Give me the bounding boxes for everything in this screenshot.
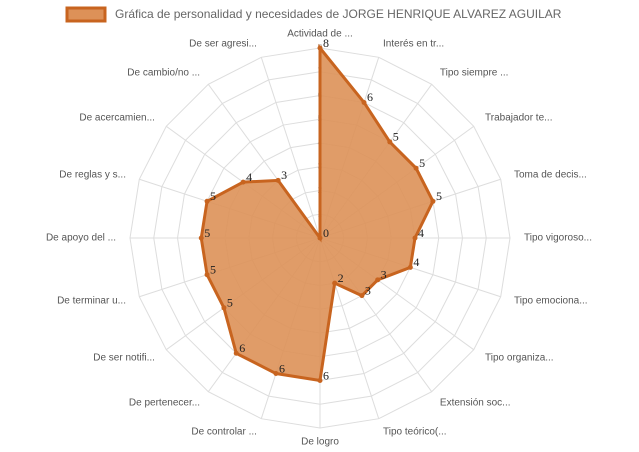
point xyxy=(387,139,393,145)
value-label: 5 xyxy=(419,156,425,170)
point xyxy=(240,179,246,185)
value-label: 5 xyxy=(436,189,442,203)
point xyxy=(204,272,210,278)
axis-label: Actividad de ... xyxy=(287,29,353,40)
point xyxy=(413,165,419,171)
value-label: 6 xyxy=(323,368,329,382)
value-label: 5 xyxy=(204,226,210,240)
point xyxy=(317,45,323,51)
value-label: 5 xyxy=(210,262,216,276)
axis-label: De pertenecer... xyxy=(129,398,200,409)
axis-label: De terminar u... xyxy=(57,296,126,307)
point xyxy=(412,235,418,241)
point xyxy=(233,350,239,356)
value-label: 3 xyxy=(281,168,287,182)
point xyxy=(332,280,338,286)
legend-swatch xyxy=(65,6,107,23)
point xyxy=(361,99,367,105)
value-label: 0 xyxy=(323,226,329,240)
value-label: 5 xyxy=(210,189,216,203)
legend-label: Gráfica de personalidad y necesidades de… xyxy=(115,7,562,21)
axis-label: De ser notifi... xyxy=(93,353,155,364)
axis-label: Tipo emociona... xyxy=(514,296,588,307)
value-label: 3 xyxy=(381,268,387,282)
point xyxy=(204,198,210,204)
spoke xyxy=(260,57,321,239)
value-label: 4 xyxy=(418,226,424,240)
axis-label: De acercamien... xyxy=(79,113,155,124)
point xyxy=(407,264,413,270)
axis-label: Tipo teórico(... xyxy=(383,427,447,438)
point xyxy=(221,305,227,311)
point xyxy=(317,235,323,241)
point xyxy=(273,371,279,377)
value-label: 3 xyxy=(365,283,371,297)
axis-label: De cambio/no ... xyxy=(127,68,200,79)
point xyxy=(375,277,381,283)
axis-label: Trabajador te... xyxy=(485,113,552,124)
axis-label: Toma de decis... xyxy=(514,170,587,181)
point xyxy=(275,177,281,183)
axis-label: Tipo vigoroso... xyxy=(524,233,592,244)
value-label: 6 xyxy=(367,90,373,104)
point xyxy=(198,235,204,241)
value-label: 4 xyxy=(413,255,419,269)
axis-label: De ser agresi... xyxy=(189,39,257,50)
axis-label: Interés en tr... xyxy=(383,39,444,50)
point xyxy=(317,378,323,383)
point xyxy=(430,198,436,204)
axis-label: Tipo organiza... xyxy=(485,353,554,364)
value-label: 4 xyxy=(246,170,252,184)
value-label: 8 xyxy=(323,36,329,50)
axis-label: Tipo siempre ... xyxy=(440,68,509,79)
value-label: 5 xyxy=(393,130,399,144)
axis-label: De reglas y s... xyxy=(59,170,126,181)
axis-label: Extensión soc... xyxy=(440,398,511,409)
value-label: 2 xyxy=(338,271,344,285)
value-label: 6 xyxy=(279,361,285,375)
value-label: 6 xyxy=(239,341,245,355)
value-label: 5 xyxy=(227,296,233,310)
axis-label: De apoyo del ... xyxy=(46,233,116,244)
axis-label: De controlar ... xyxy=(191,427,257,438)
point xyxy=(359,293,365,299)
axis-label: De logro xyxy=(301,437,339,448)
